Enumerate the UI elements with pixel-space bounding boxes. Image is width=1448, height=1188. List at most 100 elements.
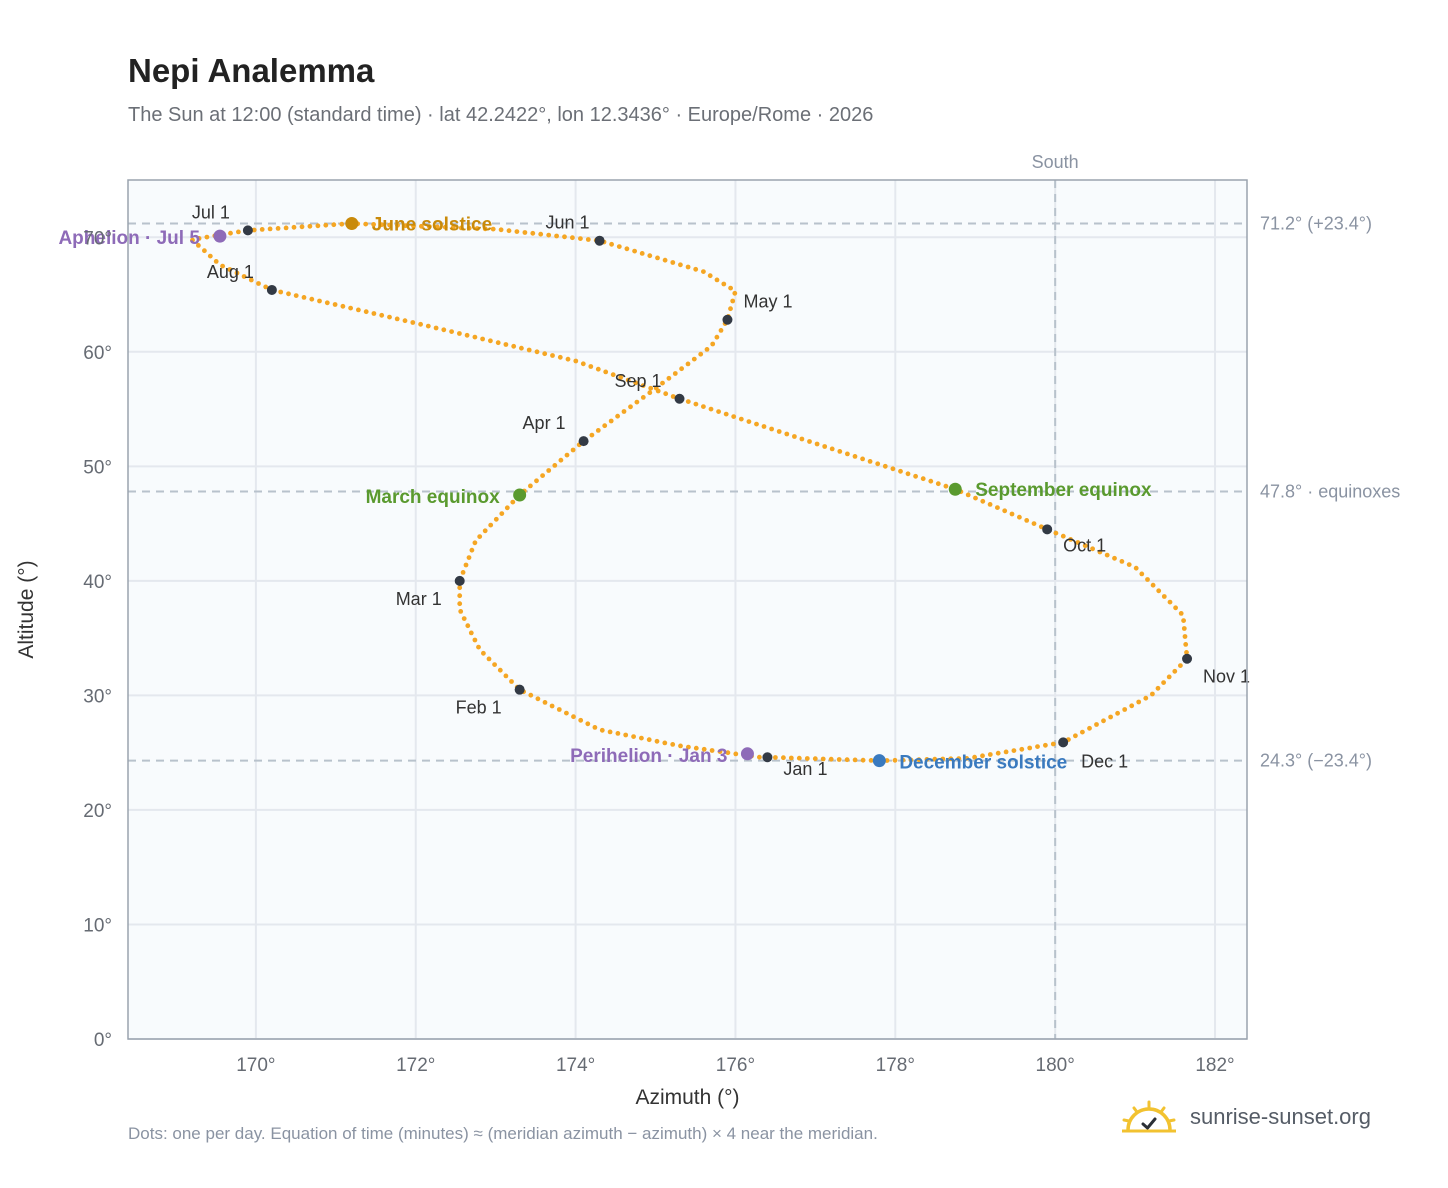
day-dot [875, 461, 881, 467]
day-dot [799, 436, 805, 442]
day-dot [701, 746, 707, 752]
day-dot [1173, 605, 1178, 611]
day-dot [519, 345, 524, 351]
meridian-label: South [1032, 152, 1079, 172]
month-label: Sep 1 [614, 371, 661, 391]
month-label: May 1 [743, 292, 792, 312]
day-dot [624, 246, 630, 252]
event-marker [872, 754, 886, 768]
day-dot [693, 745, 699, 751]
day-dot [672, 371, 678, 376]
event-label: December solstice [899, 753, 1067, 774]
day-dot [1112, 555, 1117, 561]
day-dot [1129, 703, 1135, 709]
day-dot [323, 222, 329, 228]
day-dot [867, 459, 873, 464]
day-dot [542, 351, 548, 357]
x-tick-label: 170° [236, 1055, 275, 1076]
day-dot [1108, 714, 1113, 720]
day-dot [602, 423, 608, 429]
x-tick-label: 174° [556, 1055, 595, 1076]
month-marker [454, 575, 465, 586]
day-dot [493, 516, 499, 522]
day-dot [746, 419, 752, 424]
day-dot [402, 318, 408, 324]
x-tick-label: 178° [876, 1055, 915, 1076]
day-dot [924, 757, 930, 762]
day-dot [728, 306, 733, 312]
day-dot [540, 473, 545, 478]
day-dot [1115, 710, 1120, 716]
day-dot [387, 222, 392, 228]
day-dot [1178, 663, 1183, 668]
day-dot [488, 522, 494, 528]
day-dot [464, 332, 470, 338]
day-dot [731, 414, 737, 419]
day-dot [686, 744, 691, 750]
day-dot [528, 483, 533, 489]
month-label: Aug 1 [207, 262, 254, 282]
day-dot [648, 385, 654, 391]
day-dot [1119, 559, 1125, 564]
x-tick-label: 180° [1036, 1055, 1075, 1076]
day-dot [472, 540, 478, 546]
day-dot [498, 227, 504, 233]
day-dot [534, 349, 540, 355]
day-dot [940, 756, 946, 762]
day-dot [693, 401, 699, 407]
day-dot [504, 505, 510, 511]
day-dot [776, 429, 782, 434]
day-dot [435, 224, 440, 230]
day-dot [701, 269, 706, 274]
month-marker [266, 284, 277, 295]
day-dot [503, 342, 509, 347]
day-dot [646, 737, 652, 743]
day-dot [761, 424, 767, 429]
event-marker [513, 488, 527, 502]
chart-subtitle: The Sun at 12:00 (standard time) · lat 4… [128, 104, 874, 126]
day-dot [1035, 744, 1040, 749]
day-dot [267, 226, 273, 232]
day-dot [860, 757, 866, 763]
day-dot [615, 413, 620, 419]
day-dot [599, 727, 605, 733]
day-dot [935, 481, 941, 487]
day-dot [908, 757, 914, 763]
day-dot [717, 749, 723, 754]
event-marker [345, 217, 359, 231]
day-dot [640, 383, 646, 388]
day-dot [1150, 582, 1156, 588]
day-dot [595, 366, 601, 372]
day-dot [804, 756, 810, 761]
day-dot [228, 230, 233, 236]
day-dot [678, 743, 683, 749]
day-dot [546, 468, 552, 473]
day-dot [928, 478, 934, 484]
day-dot [898, 468, 903, 474]
brand[interactable]: sunrise-sunset.org [1122, 1100, 1371, 1134]
day-dot [510, 499, 516, 505]
day-dot [552, 463, 558, 468]
day-dot [259, 227, 265, 232]
day-dot [1122, 707, 1128, 712]
day-dot [693, 266, 699, 272]
day-dot [474, 226, 480, 231]
day-dot [571, 714, 576, 720]
day-dot [570, 235, 575, 241]
reference-line-label: 24.3° (−23.4°) [1260, 751, 1372, 771]
day-dot [578, 236, 583, 242]
day-dot [860, 456, 865, 462]
month-marker [578, 436, 589, 447]
day-dot [1161, 680, 1166, 685]
reference-line-label: 47.8° · equinoxes [1260, 482, 1400, 502]
day-dot [1080, 729, 1085, 735]
day-dot [1097, 549, 1103, 555]
day-dot [580, 361, 586, 367]
day-dot [685, 399, 691, 404]
day-dot [490, 226, 496, 232]
day-dot [1060, 533, 1066, 539]
y-axis-title: Altitude (°) [15, 560, 38, 658]
day-dot [363, 309, 369, 315]
day-dot [1143, 695, 1149, 701]
day-dot [403, 223, 408, 229]
